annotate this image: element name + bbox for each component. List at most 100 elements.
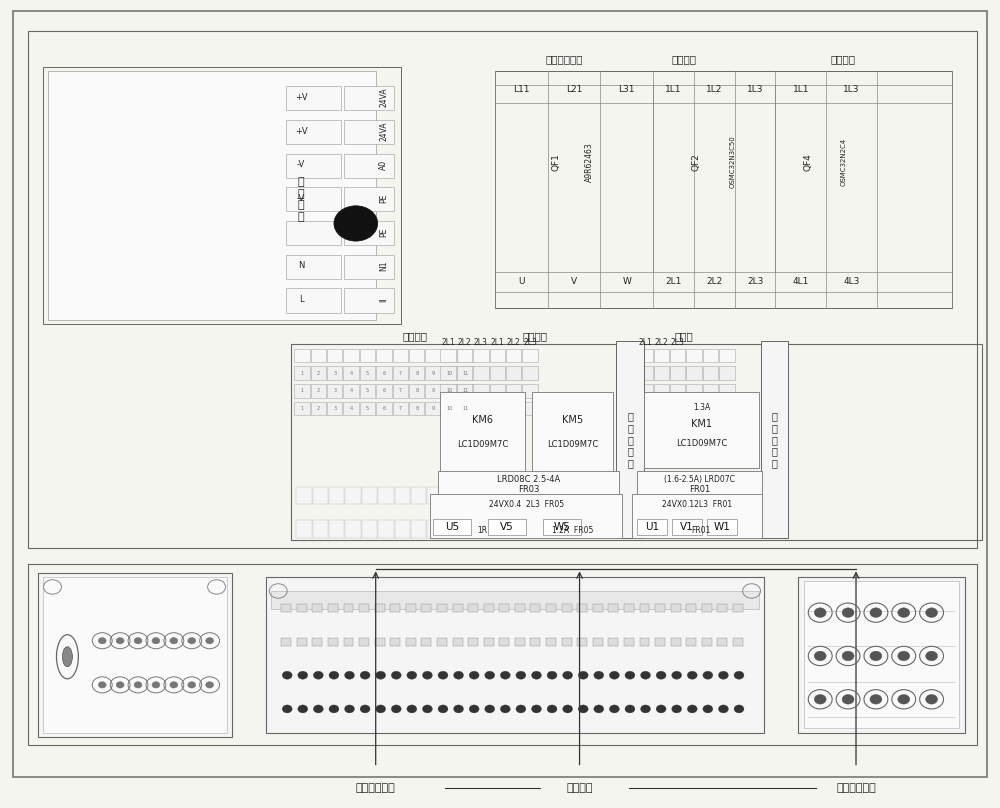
Text: 3: 3 xyxy=(333,389,336,393)
Text: 5: 5 xyxy=(366,389,369,393)
Bar xyxy=(438,470,619,496)
Text: 1.2A  FR05: 1.2A FR05 xyxy=(552,526,593,535)
Circle shape xyxy=(703,705,713,713)
Bar xyxy=(522,366,538,380)
Text: L: L xyxy=(299,295,303,304)
Bar xyxy=(433,519,471,535)
Circle shape xyxy=(282,671,292,680)
Bar xyxy=(440,366,456,380)
Bar xyxy=(409,348,424,362)
Bar xyxy=(296,520,312,538)
Bar xyxy=(286,120,341,144)
Bar xyxy=(458,366,474,380)
Circle shape xyxy=(734,671,744,680)
Text: 4: 4 xyxy=(350,406,353,411)
Text: +V: +V xyxy=(295,93,307,102)
Bar xyxy=(281,604,291,612)
Bar xyxy=(312,604,322,612)
Bar xyxy=(702,604,712,612)
Circle shape xyxy=(656,671,666,680)
Text: 电源输入模块: 电源输入模块 xyxy=(836,783,876,793)
Text: N1: N1 xyxy=(379,261,388,271)
Bar xyxy=(329,486,344,504)
Bar xyxy=(406,604,416,612)
Text: 2L3: 2L3 xyxy=(671,338,685,347)
Text: 刀盘正转: 刀盘正转 xyxy=(522,330,547,341)
Bar xyxy=(593,604,603,612)
Bar xyxy=(458,402,474,415)
Text: 11: 11 xyxy=(463,389,469,393)
Bar xyxy=(532,392,613,472)
Bar xyxy=(375,638,385,646)
Text: 10: 10 xyxy=(446,371,453,376)
Text: 10: 10 xyxy=(446,389,453,393)
Circle shape xyxy=(870,695,882,704)
Bar xyxy=(378,486,394,504)
Circle shape xyxy=(188,682,196,688)
Bar xyxy=(703,384,718,398)
Bar xyxy=(509,486,525,504)
Bar xyxy=(328,638,338,646)
Text: KM5: KM5 xyxy=(562,415,583,425)
Bar xyxy=(637,402,653,415)
Circle shape xyxy=(345,705,354,713)
Bar xyxy=(442,384,457,398)
Text: LC1D09M7C: LC1D09M7C xyxy=(676,440,727,448)
Bar xyxy=(344,255,394,279)
Text: 8: 8 xyxy=(415,406,418,411)
Circle shape xyxy=(898,608,910,617)
Text: 2L3: 2L3 xyxy=(474,338,488,347)
Text: U1: U1 xyxy=(645,522,659,532)
Bar xyxy=(593,638,603,646)
Bar xyxy=(327,402,342,415)
Text: 1L1: 1L1 xyxy=(665,86,682,95)
Bar xyxy=(686,402,702,415)
Text: QF1: QF1 xyxy=(552,154,561,171)
Bar xyxy=(359,604,369,612)
Bar xyxy=(546,638,556,646)
Circle shape xyxy=(842,608,854,617)
Circle shape xyxy=(926,608,938,617)
Bar xyxy=(393,366,408,380)
Text: U: U xyxy=(518,277,525,286)
Circle shape xyxy=(842,651,854,661)
Bar xyxy=(425,366,441,380)
Bar xyxy=(291,344,982,541)
Circle shape xyxy=(469,671,479,680)
Bar xyxy=(297,604,307,612)
Circle shape xyxy=(407,671,417,680)
Bar xyxy=(484,604,494,612)
Text: 7: 7 xyxy=(399,406,402,411)
Bar xyxy=(313,486,328,504)
Bar xyxy=(654,366,669,380)
Bar xyxy=(344,638,353,646)
Text: FR03: FR03 xyxy=(518,486,540,494)
Text: OSMC32N2C4: OSMC32N2C4 xyxy=(841,138,847,186)
Bar xyxy=(425,384,441,398)
Bar xyxy=(375,604,385,612)
Circle shape xyxy=(152,682,160,688)
Text: -V: -V xyxy=(297,194,305,203)
Bar xyxy=(395,486,410,504)
Text: 10: 10 xyxy=(446,406,453,411)
Bar xyxy=(522,348,538,362)
Bar xyxy=(761,342,788,538)
Text: 1.3A: 1.3A xyxy=(693,402,710,412)
Bar xyxy=(406,638,416,646)
Bar xyxy=(444,486,459,504)
Bar xyxy=(616,342,644,538)
Circle shape xyxy=(531,705,541,713)
Text: LC1D09M7C: LC1D09M7C xyxy=(457,440,508,448)
Circle shape xyxy=(926,651,938,661)
Bar xyxy=(488,519,526,535)
Circle shape xyxy=(898,651,910,661)
Text: 6: 6 xyxy=(382,406,385,411)
Circle shape xyxy=(898,695,910,704)
Circle shape xyxy=(672,705,682,713)
Bar xyxy=(637,348,653,362)
Bar xyxy=(644,392,759,468)
Circle shape xyxy=(313,671,323,680)
Bar xyxy=(542,520,558,538)
Text: W1: W1 xyxy=(713,522,730,532)
Text: 4: 4 xyxy=(350,371,353,376)
